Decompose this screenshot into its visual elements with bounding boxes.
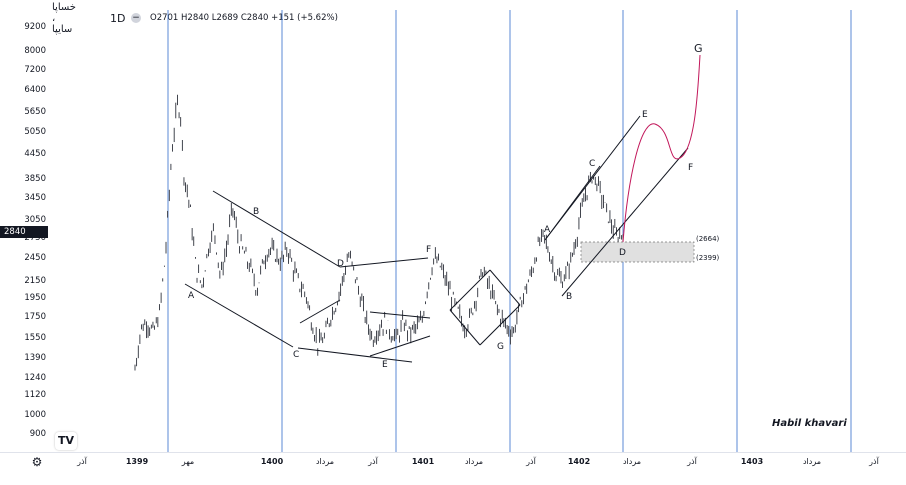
wave-label: C <box>293 350 299 360</box>
time-tick-label: آذر <box>526 457 536 466</box>
price-tick-label: 4450 <box>24 148 46 159</box>
trendline <box>449 309 481 346</box>
price-zone-label: (2664) <box>696 235 720 243</box>
time-tick-label: مرداد <box>464 457 484 466</box>
time-tick-label: مرداد <box>802 457 822 466</box>
time-tick-label: آذر <box>368 457 378 466</box>
price-tick-label: 900 <box>29 428 46 439</box>
last-price-badge: 2840 <box>0 226 48 239</box>
time-tick-label: 1402 <box>567 457 591 466</box>
price-tick-label: 2150 <box>24 276 46 287</box>
price-tick-label: 9200 <box>24 21 46 32</box>
trendline <box>297 347 413 363</box>
wave-label: D <box>619 248 626 258</box>
time-tick-label: 1403 <box>740 457 764 466</box>
price-tick-label: 1120 <box>24 390 46 401</box>
price-tick-label: 3850 <box>24 174 46 185</box>
interval-label[interactable]: 1D <box>110 11 126 25</box>
price-tick-label: 5650 <box>24 106 46 117</box>
gear-icon[interactable]: ⚙ <box>31 455 43 469</box>
price-zone-label: (2399) <box>696 254 720 262</box>
price-zone-box <box>580 241 695 263</box>
price-tick-label: 7200 <box>24 64 46 75</box>
minus-icon[interactable]: − <box>131 13 141 23</box>
wave-label: F <box>688 163 693 173</box>
time-tick-label: مرداد <box>315 457 335 466</box>
price-tick-label: 1240 <box>24 372 46 383</box>
time-tick-label: آذر <box>687 457 697 466</box>
trendline <box>299 299 341 324</box>
price-tick-label: 6400 <box>24 85 46 96</box>
wave-label: B <box>253 207 259 217</box>
wave-label: A <box>544 225 551 235</box>
price-tick-label: 1750 <box>24 312 46 323</box>
trendline <box>339 257 429 268</box>
price-tick-label: 5050 <box>24 126 46 137</box>
wave-label: C <box>589 159 595 169</box>
price-tick-label: 1390 <box>24 352 46 363</box>
price-axis[interactable]: 900 1000 1120 1240 1390 1550 1750 1950 2150 2450 2… <box>0 0 50 460</box>
price-tick-label: 3050 <box>24 214 46 225</box>
trendline <box>479 304 521 346</box>
price-tick-label: 1550 <box>24 333 46 344</box>
wave-label: E <box>382 360 388 370</box>
wave-label: B <box>566 292 572 302</box>
ohlc-readout: O2701 H2840 L2689 C2840 +151 (+5.62%) <box>150 13 338 23</box>
price-tick-label: 2450 <box>24 253 46 264</box>
time-tick-label: مرداد <box>622 457 642 466</box>
trendline <box>544 115 641 241</box>
price-tick-label: 8000 <box>24 46 46 57</box>
wave-label: F <box>426 245 431 255</box>
time-tick-label: آذر <box>869 457 879 466</box>
price-tick-label: 1000 <box>24 410 46 421</box>
wave-label: D <box>337 259 344 269</box>
tradingview-logo: TV <box>55 432 77 450</box>
price-tick-label: 3450 <box>24 193 46 204</box>
projection-curve <box>622 54 701 243</box>
time-tick-label: 1400 <box>260 457 284 466</box>
time-tick-label: مهر <box>181 457 195 466</box>
wave-label: E <box>642 110 648 120</box>
wave-label: G <box>694 42 703 55</box>
time-tick-label: آذر <box>77 457 87 466</box>
trendline <box>212 190 341 268</box>
time-tick-label: 1401 <box>411 457 435 466</box>
author-credit: Habil khavari <box>772 418 847 429</box>
trendline <box>449 269 491 311</box>
wave-label: G <box>497 342 504 352</box>
price-tick-label: 1950 <box>24 293 46 304</box>
time-tick-label: 1399 <box>125 457 149 466</box>
time-axis[interactable]: آذر 1399 مهر 1400 مرداد آذر 1401 مرداد آذر 1402 مر… <box>0 452 906 473</box>
trendline <box>184 283 294 348</box>
symbol-name: خساپا ، سایپا <box>52 1 76 35</box>
trendline <box>369 335 431 357</box>
trendline <box>489 269 521 306</box>
trendline <box>369 311 431 319</box>
wave-label: A <box>188 291 195 301</box>
